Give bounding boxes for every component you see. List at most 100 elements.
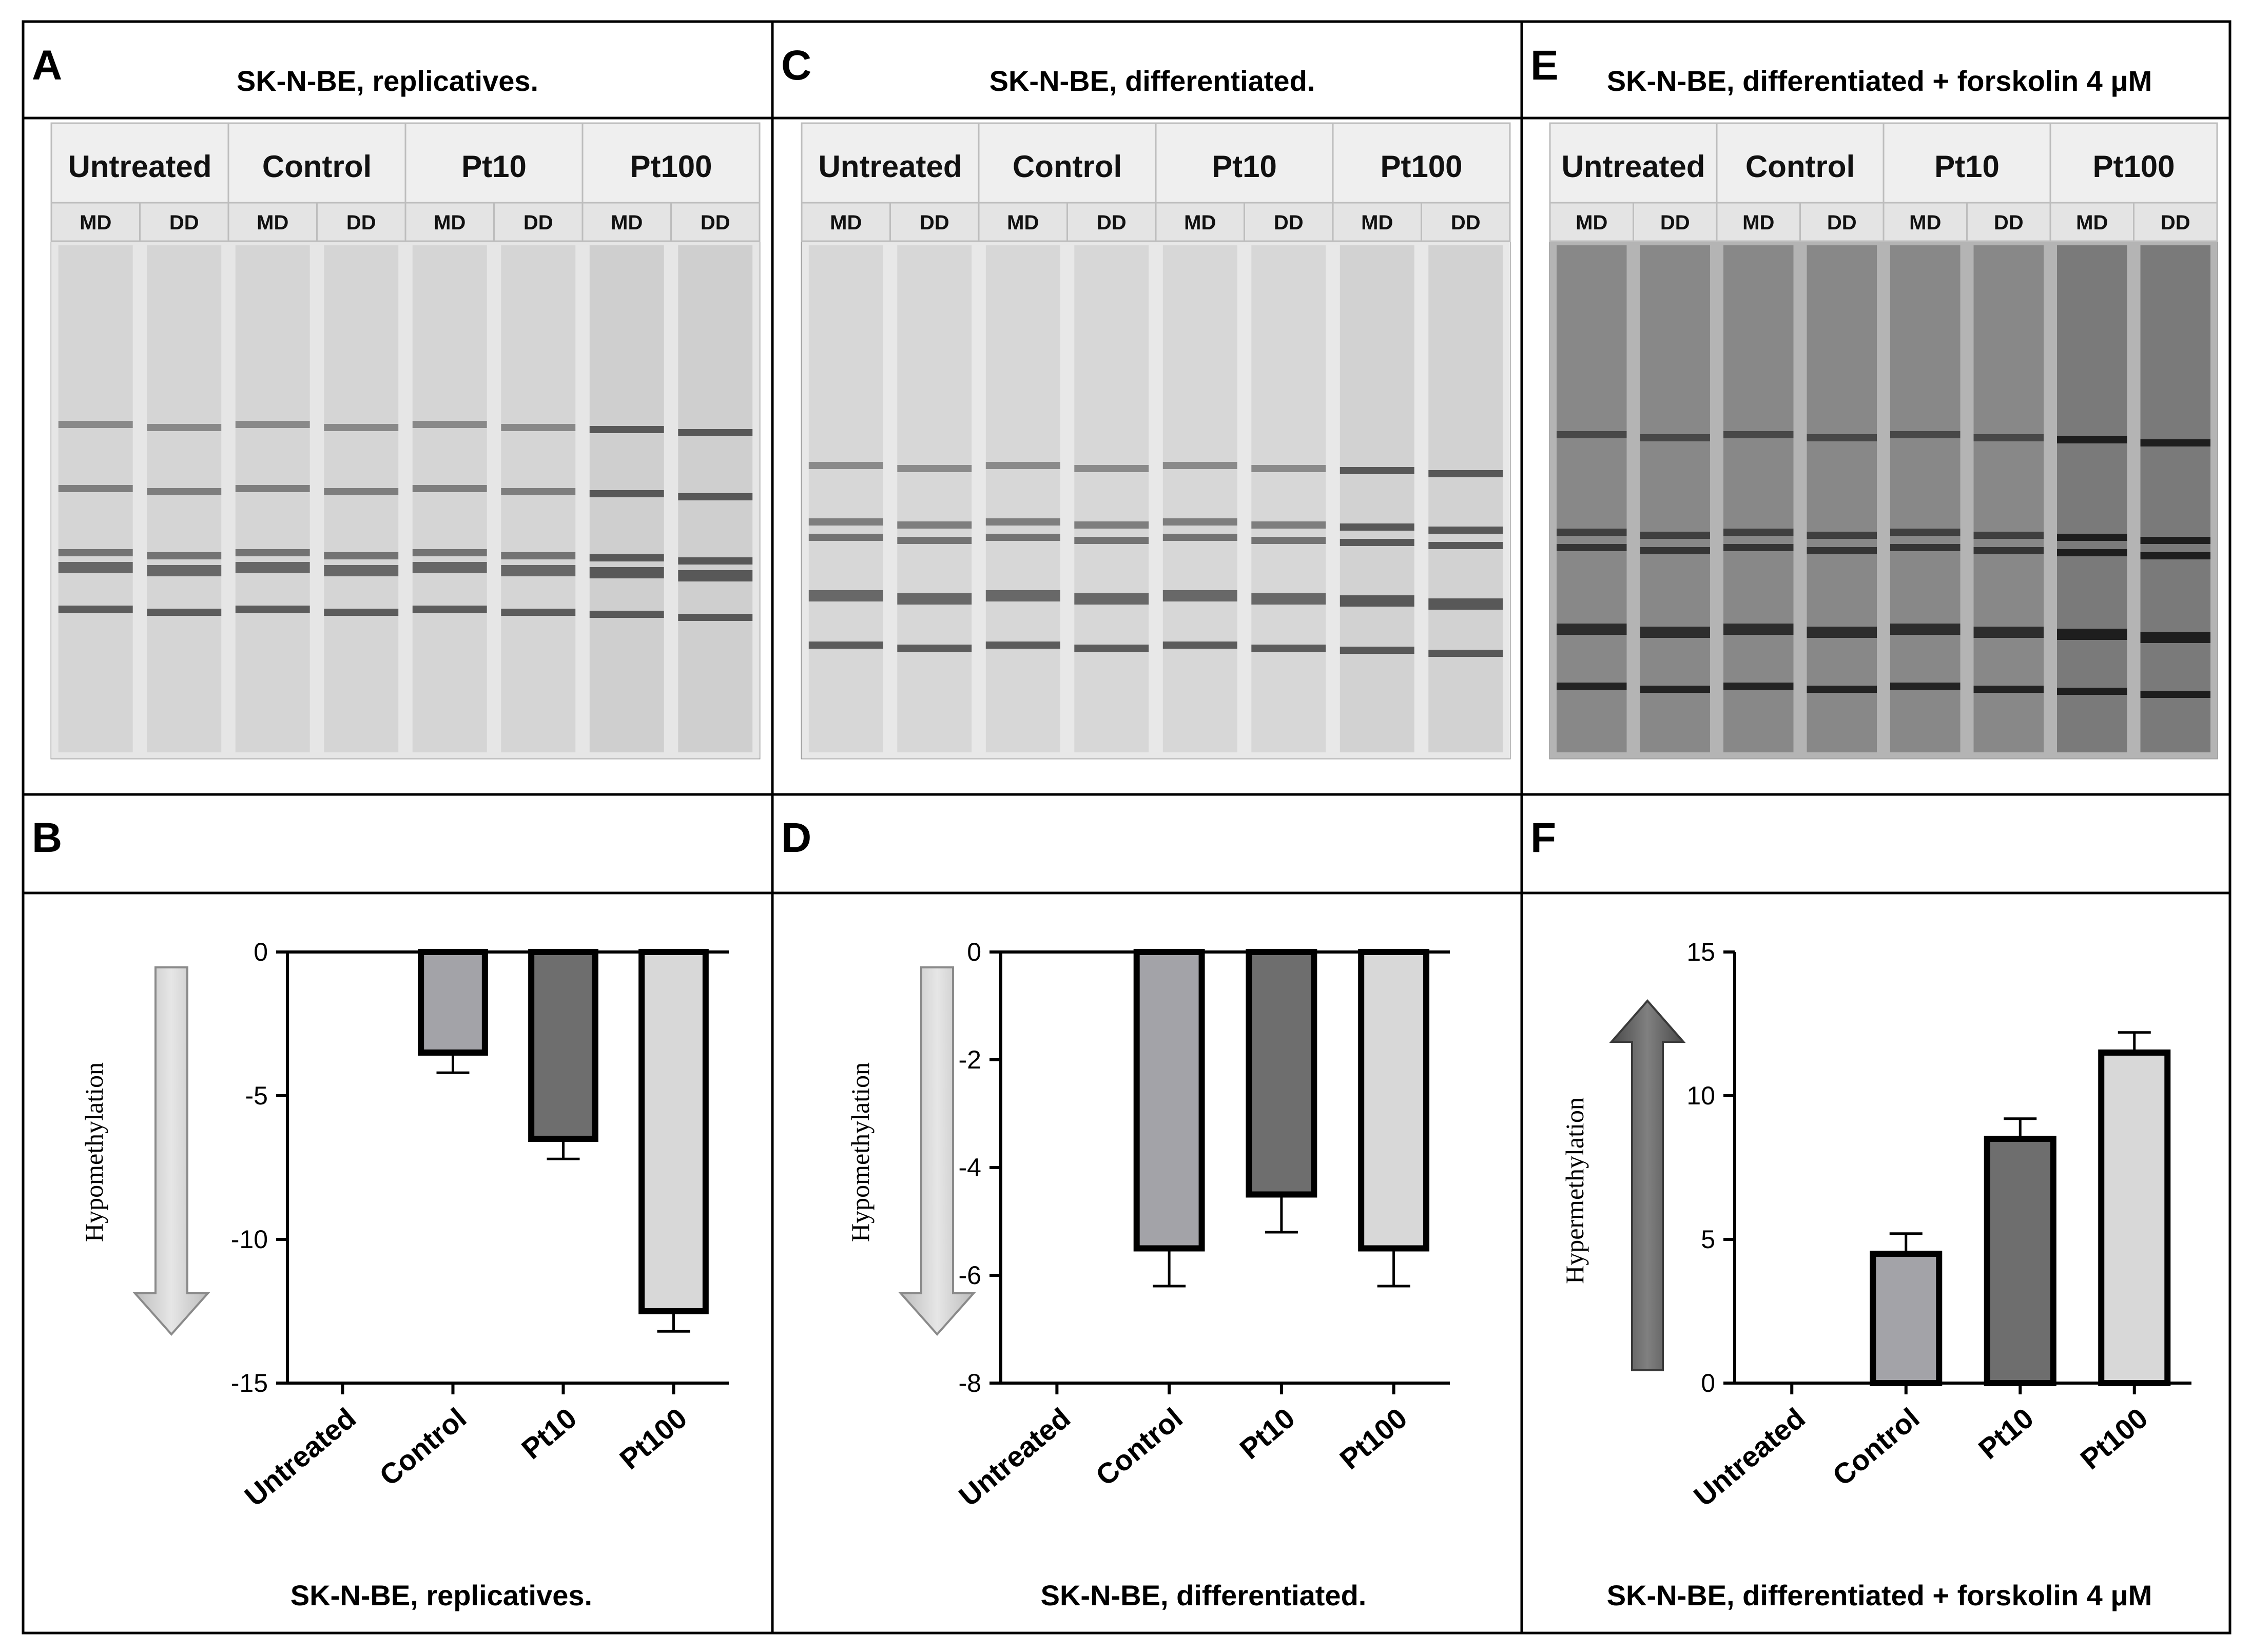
bar [1358,949,1430,1252]
gel-band [678,614,753,621]
gel-band [808,518,883,526]
x-tick-label: Pt10 [1233,1402,1301,1465]
y-tick-label: 15 [1686,938,1715,966]
gel-band [2057,629,2127,640]
gel-band [1723,529,1794,536]
gel-band [1162,462,1237,469]
sublane-label: DD [1660,211,1690,234]
gel-band [501,424,576,431]
lane-group-label: Untreated [68,149,211,184]
lane-group-label: Control [1745,149,1855,184]
gel-lane [1973,245,2044,752]
x-tick-label: Pt10 [1972,1402,2040,1465]
gel-lane [1428,245,1503,752]
y-tick-label: -15 [231,1369,268,1397]
gel-lane [1890,245,1961,752]
gel-band [1557,624,1627,635]
y-tick-label: -4 [959,1153,981,1182]
x-tick-label: Pt10 [515,1402,583,1465]
lane-group-header [1883,122,2051,204]
gel-band [58,562,133,573]
gel-lane [1340,245,1414,752]
gel-band [897,465,972,472]
panel-letter-f: F [1530,814,1556,861]
sublane-header [581,202,672,242]
gel-band [1640,532,1710,539]
x-tick-label: Pt100 [613,1402,693,1475]
gel-band [985,642,1060,649]
gel-lane [1074,245,1149,752]
gel-band [501,609,576,616]
x-tick-label: Control [1826,1402,1925,1492]
sublane-label: DD [1827,211,1857,234]
sublane-header [801,202,891,242]
gel-band [808,590,883,601]
sublane-label: DD [2161,211,2190,234]
sublane-header [1066,202,1157,242]
bar [528,949,598,1142]
gel-band [897,537,972,544]
gel-band [1723,624,1794,635]
lane-group-header [227,122,406,204]
gel-band [1340,647,1414,654]
gel-band [589,567,664,578]
gel-band [501,552,576,559]
lane-group-label: Pt10 [1934,149,2000,184]
gel-band [1074,465,1149,472]
gel-band [235,562,310,573]
sublane-header [2133,202,2218,242]
sublane-label: MD [80,211,111,234]
gel-band [1807,434,1877,441]
gel-band [985,534,1060,541]
lane-group-header [978,122,1157,204]
gel-lane [1251,245,1326,752]
y-tick-label: -6 [959,1261,981,1290]
lane-group-header [2049,122,2218,204]
sublane-label: DD [1451,211,1481,234]
sublane-header [1716,202,1801,242]
gel-band [1640,547,1710,554]
sublane-label: MD [257,211,288,234]
gel-band [985,518,1060,526]
sublane-label: DD [346,211,376,234]
lane-group-header [1155,122,1334,204]
sublane-header [227,202,318,242]
gel-band [1640,627,1710,638]
gel-band [324,552,399,559]
gel-band [1723,431,1794,438]
gel-band [1251,593,1326,605]
gel-lane [2140,245,2210,752]
sublane-header [493,202,584,242]
gel-band [1973,547,2044,554]
sublane-header [978,202,1068,242]
lane-group-label: Pt10 [1212,149,1277,184]
sublane-label: MD [611,211,643,234]
sublane-header [1244,202,1334,242]
lane-group-header [1716,122,1885,204]
panel-title-e: SK-N-BE, differentiated + forskolin 4 μM [1607,65,2152,97]
sublane-label: MD [1361,211,1393,234]
gel-band [1428,470,1503,477]
y-tick-label: 0 [967,938,981,966]
gel-band [897,593,972,605]
x-tick-label: Control [373,1402,472,1492]
sublane-label: DD [1274,211,1304,234]
gel-band [501,488,576,495]
sublane-header [1799,202,1885,242]
gel-band [1973,627,2044,638]
gel-band [1251,521,1326,529]
gel-band [2057,549,2127,556]
gel-band [58,485,133,492]
gel-band [897,645,972,652]
bar [1984,1136,2056,1386]
gel-band [897,521,972,529]
sublane-header [670,202,761,242]
gel-panel-a: Untreated MD DD Control MD DD Pt10 MD DD Pt100 MD D… [50,122,761,760]
panel-letter-a: A [32,42,62,89]
hypomethylation-arrow-d [898,966,976,1336]
lane-group-label: Pt100 [1380,149,1462,184]
gel-band [235,606,310,613]
gel-band [1640,434,1710,441]
gel-band [2057,534,2127,541]
